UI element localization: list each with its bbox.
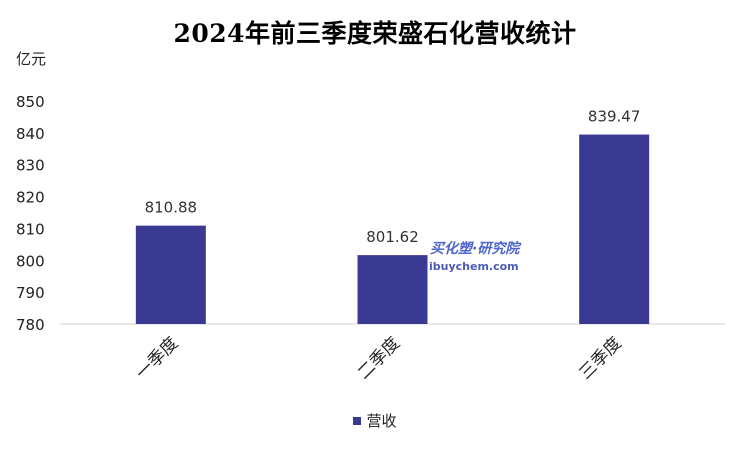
y-tick-label: 850 (16, 93, 45, 111)
bar (357, 255, 428, 324)
y-tick-label: 800 (16, 252, 45, 270)
legend-swatch (353, 416, 362, 425)
y-tick-label: 810 (16, 220, 45, 238)
data-label: 839.47 (588, 108, 641, 126)
legend-label: 营收 (366, 412, 397, 430)
bar (579, 134, 650, 324)
watermark-text: 买化塑·研究院 (430, 241, 520, 257)
x-tick-label: 三季度 (575, 333, 625, 383)
chart-title: 2024年前三季度荣盛石化营收统计 (173, 19, 577, 48)
y-tick-label: 780 (16, 316, 45, 334)
y-tick-label: 830 (16, 157, 45, 175)
bar (135, 225, 206, 324)
y-tick-label: 820 (16, 189, 45, 207)
data-label: 801.62 (366, 228, 419, 246)
legend: 营收 (0, 410, 750, 431)
y-tick-label: 790 (16, 284, 45, 302)
y-axis-unit-label: 亿元 (16, 50, 47, 68)
y-tick-label: 840 (16, 125, 45, 143)
x-tick-label: 一季度 (132, 333, 182, 383)
watermark-url: ibuychem.com (429, 260, 519, 273)
data-label: 810.88 (145, 199, 198, 217)
x-tick-label: 二季度 (354, 333, 404, 383)
